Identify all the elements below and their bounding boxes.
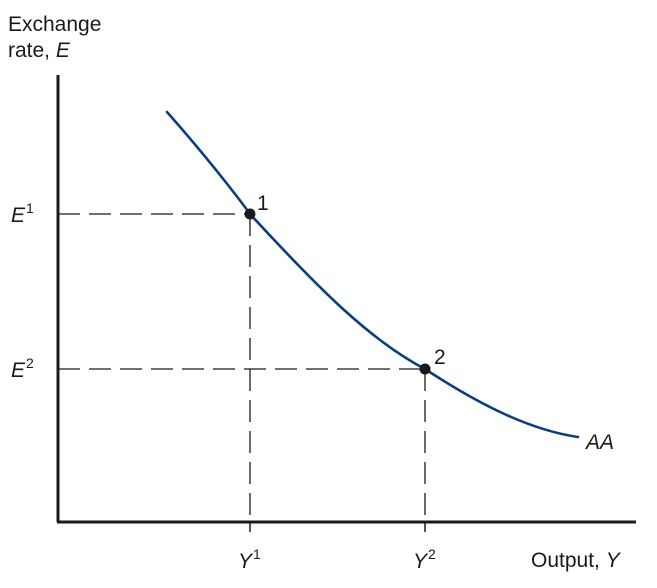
x-tick-y2-sup: 2 — [428, 546, 436, 562]
y-tick-e2: E2 — [11, 355, 34, 382]
point-1 — [244, 208, 256, 220]
x-tick-y2-base: Y — [413, 550, 428, 573]
y-axis-label-var: E — [55, 39, 70, 62]
y-tick-e2-base: E — [11, 359, 26, 382]
point-2-label: 2 — [434, 346, 446, 369]
x-tick-y1-sup: 1 — [253, 546, 261, 562]
point-1-label: 1 — [257, 192, 269, 215]
x-axis-label-var: Y — [605, 549, 620, 572]
y-tick-e1-sup: 1 — [26, 200, 34, 216]
x-tick-y1: Y1 — [238, 546, 261, 573]
y-axis-label-line2: rate, E — [8, 38, 101, 64]
y-axis-label: Exchange rate, E — [8, 12, 101, 64]
x-tick-y1-base: Y — [238, 550, 253, 573]
aa-curve — [165, 110, 580, 439]
point-2 — [419, 363, 431, 375]
y-tick-e2-sup: 2 — [26, 355, 34, 371]
x-axis-label-prefix: Output, — [531, 549, 606, 572]
x-axis-label: Output, Y — [531, 550, 620, 571]
y-tick-e1-base: E — [11, 204, 26, 227]
y-tick-e1: E1 — [11, 200, 34, 227]
y-axis-label-line1: Exchange — [8, 13, 102, 36]
x-tick-y2: Y2 — [413, 546, 436, 573]
curve-label-aa: AA — [586, 431, 615, 454]
y-axis-label-prefix: rate, — [8, 39, 56, 62]
